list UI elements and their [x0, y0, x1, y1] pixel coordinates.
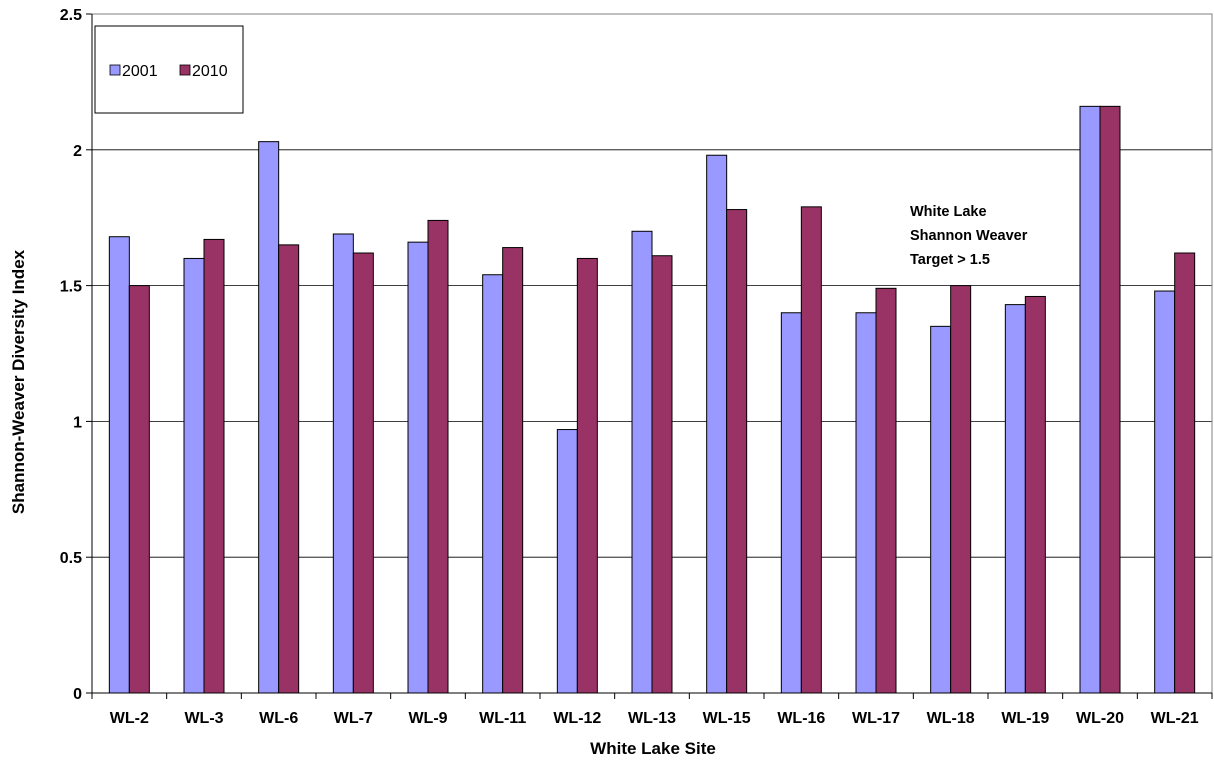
x-tick-label: WL-12: [553, 710, 601, 727]
bar-2001-WL-21: [1154, 290, 1176, 694]
bar-2010-WL-17: [875, 287, 897, 694]
bar-2001-WL-19: [1004, 304, 1026, 694]
y-tick-label: 0.5: [60, 550, 82, 567]
bar-2010-WL-21: [1174, 252, 1196, 694]
bar-2001-WL-6: [258, 141, 280, 694]
x-tick-labels: WL-2 WL-3 WL-6 WL-7 WL-9 WL-11 WL-12 WL-13 WL-15…: [110, 710, 1199, 727]
y-tick-label: 2: [73, 143, 82, 160]
bar-2010-WL-18: [950, 285, 972, 694]
bar-2001-WL-16: [780, 312, 802, 694]
bar-2001-WL-20: [1079, 105, 1101, 694]
bar-2010-WL-15: [726, 209, 748, 694]
y-tick-label: 1: [73, 414, 82, 431]
legend-swatch-2001: [109, 64, 121, 76]
x-tick-label: WL-11: [479, 710, 526, 727]
bar-2001-WL-12: [556, 429, 578, 694]
bars: [108, 105, 1196, 694]
bar-2010-WL-6: [278, 244, 300, 694]
bar-2001-WL-11: [482, 274, 504, 694]
x-tick-label: WL-6: [259, 710, 298, 727]
legend: 2001 2010: [94, 25, 244, 114]
x-tick-label: WL-9: [408, 710, 447, 727]
bar-2010-WL-3: [203, 238, 225, 694]
legend-swatch-2010: [179, 64, 191, 76]
bar-2001-WL-17: [855, 312, 877, 694]
bar-2001-WL-15: [706, 154, 728, 694]
y-tick-labels: 0 0.5 1 1.5 2 2.5: [60, 7, 82, 703]
bar-2001-WL-13: [631, 230, 653, 694]
legend-label-2010: 2010: [192, 63, 228, 80]
legend-label-2001: 2001: [122, 63, 158, 80]
x-tick-label: WL-19: [1001, 710, 1049, 727]
annotation-line-2: Shannon Weaver: [910, 228, 1028, 244]
x-tick-label: WL-17: [852, 710, 900, 727]
bar-2010-WL-2: [128, 285, 150, 694]
y-tick-label: 1.5: [60, 279, 82, 296]
x-tick-label: WL-16: [777, 710, 825, 727]
annotation-line-3: Target > 1.5: [910, 252, 990, 268]
bar-2001-WL-3: [183, 257, 205, 694]
y-axis-title: Shannon-Weaver Diversity Index: [9, 249, 28, 514]
bar-2010-WL-12: [576, 257, 598, 694]
bar-2010-WL-7: [352, 252, 374, 694]
bar-2001-WL-2: [108, 236, 130, 694]
bar-2001-WL-7: [332, 233, 354, 694]
bar-2010-WL-9: [427, 219, 449, 694]
bar-2010-WL-19: [1024, 295, 1046, 694]
bar-2001-WL-18: [930, 325, 952, 694]
y-tick-label: 0: [73, 686, 82, 703]
x-tick-label: WL-13: [628, 710, 676, 727]
annotation-line-1: White Lake: [910, 204, 987, 220]
x-tick-label: WL-15: [703, 710, 751, 727]
x-tick-label: WL-7: [334, 710, 373, 727]
axes: [86, 13, 1213, 699]
target-annotation: White Lake Shannon Weaver Target > 1.5: [910, 204, 1028, 268]
x-tick-label: WL-21: [1151, 710, 1199, 727]
x-axis-title: White Lake Site: [590, 739, 716, 758]
x-tick-label: WL-20: [1076, 710, 1124, 727]
bar-2010-WL-13: [651, 255, 673, 694]
bar-2001-WL-9: [407, 241, 429, 694]
bar-2010-WL-11: [502, 247, 524, 694]
x-tick-label: WL-18: [927, 710, 975, 727]
x-tick-label: WL-3: [184, 710, 223, 727]
y-tick-label: 2.5: [60, 7, 82, 24]
bar-2010-WL-16: [800, 206, 822, 694]
x-tick-label: WL-2: [110, 710, 149, 727]
bar-2010-WL-20: [1099, 105, 1121, 694]
